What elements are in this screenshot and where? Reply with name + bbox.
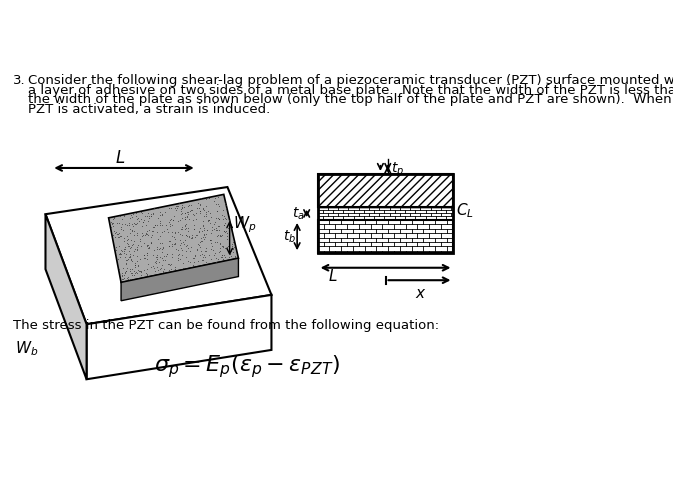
Bar xyxy=(318,220,454,253)
Text: The stress in the PZT can be found from the following equation:: The stress in the PZT can be found from … xyxy=(13,319,439,332)
Text: $W_b$: $W_b$ xyxy=(15,339,38,358)
Text: L: L xyxy=(116,148,125,167)
Text: $\sigma_p = E_p(\varepsilon_p - \varepsilon_{PZT})$: $\sigma_p = E_p(\varepsilon_p - \varepsi… xyxy=(153,354,339,380)
Polygon shape xyxy=(121,258,238,301)
Text: L: L xyxy=(328,269,337,284)
Text: $t_b$: $t_b$ xyxy=(283,228,295,245)
Text: x: x xyxy=(415,286,424,301)
Text: $t_a$: $t_a$ xyxy=(293,205,305,222)
Bar xyxy=(318,174,454,253)
Text: PZT is activated, a strain is induced.: PZT is activated, a strain is induced. xyxy=(28,103,270,115)
Polygon shape xyxy=(46,214,87,379)
Text: a layer of adhesive on two sides of a metal base plate.  Note that the width of : a layer of adhesive on two sides of a me… xyxy=(28,84,673,97)
Text: 3.: 3. xyxy=(13,74,26,87)
Text: the width of the plate as shown below (only the top half of the plate and PZT ar: the width of the plate as shown below (o… xyxy=(28,93,673,106)
Bar xyxy=(318,207,454,220)
Text: $C_L$: $C_L$ xyxy=(456,201,474,220)
Polygon shape xyxy=(46,187,271,324)
Polygon shape xyxy=(108,194,238,283)
Bar xyxy=(318,174,454,207)
Polygon shape xyxy=(87,295,271,379)
Text: Consider the following shear-lag problem of a piezoceramic transducer (PZT) surf: Consider the following shear-lag problem… xyxy=(28,74,673,87)
Text: $W_p$: $W_p$ xyxy=(234,215,256,236)
Text: $t_p$: $t_p$ xyxy=(391,160,404,179)
